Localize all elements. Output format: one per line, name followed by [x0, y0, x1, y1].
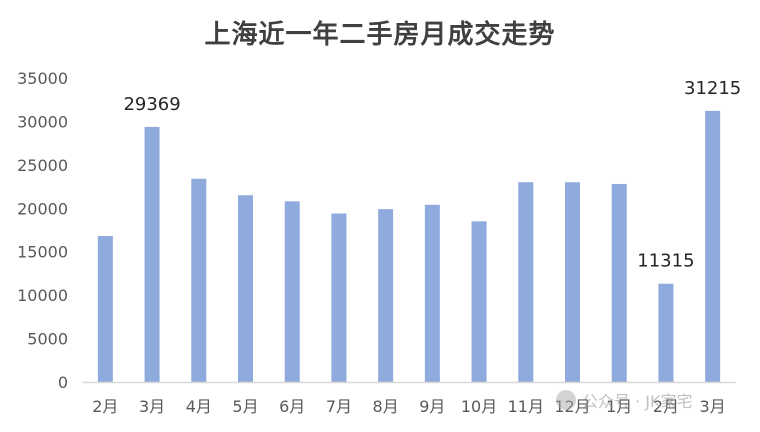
bar: [705, 110, 721, 382]
bar: [518, 182, 534, 382]
chart-title: 上海近一年二手房月成交走势: [204, 20, 556, 50]
bar: [238, 195, 253, 382]
x-tick-label: 5月: [232, 397, 258, 416]
bar: [191, 178, 207, 382]
x-tick-label: 10月: [461, 397, 497, 416]
y-tick-label: 0: [58, 373, 68, 392]
bar: [378, 209, 394, 382]
bar: [611, 183, 627, 382]
bar: [331, 213, 347, 382]
x-tick-label: 6月: [279, 397, 305, 416]
y-tick-label: 35000: [17, 69, 68, 88]
x-tick-label: 3月: [700, 397, 726, 416]
bar: [424, 204, 440, 382]
x-tick-label: 3月: [139, 397, 165, 416]
bar: [144, 126, 160, 382]
x-tick-label: 2月: [92, 397, 118, 416]
data-label: 11315: [637, 251, 694, 272]
y-tick-label: 10000: [17, 286, 68, 305]
data-label: 29369: [123, 94, 180, 115]
data-labels-group: 29369 11315 31215: [123, 78, 741, 272]
y-tick-label: 5000: [27, 330, 68, 349]
x-tick-label: 7月: [326, 397, 352, 416]
x-tick-label: 8月: [373, 397, 399, 416]
watermark-text: 公众号 · JK家宅: [582, 392, 693, 411]
x-axis-ticks: 2月3月4月5月6月7月8月9月10月11月12月1月2月3月: [92, 397, 725, 416]
x-tick-label: 4月: [186, 397, 212, 416]
y-tick-label: 25000: [17, 156, 68, 175]
bar: [284, 201, 300, 382]
bar: [471, 221, 487, 382]
y-tick-label: 20000: [17, 199, 68, 218]
y-tick-label: 30000: [17, 112, 68, 131]
bars-group: [97, 110, 721, 382]
x-tick-label: 2月: [653, 397, 679, 416]
x-tick-label: 9月: [419, 397, 445, 416]
watermark: 公众号 · JK家宅: [556, 388, 692, 412]
data-label: 31215: [684, 78, 741, 99]
bar: [658, 283, 674, 382]
wechat-icon: [556, 390, 576, 410]
x-tick-label: 1月: [606, 397, 632, 416]
bar: [565, 182, 580, 382]
y-tick-label: 15000: [17, 243, 68, 262]
bar: [97, 236, 113, 382]
y-axis-ticks: 0 5000 10000 15000 20000 25000 30000 35000: [17, 69, 68, 392]
x-tick-label: 11月: [508, 397, 544, 416]
